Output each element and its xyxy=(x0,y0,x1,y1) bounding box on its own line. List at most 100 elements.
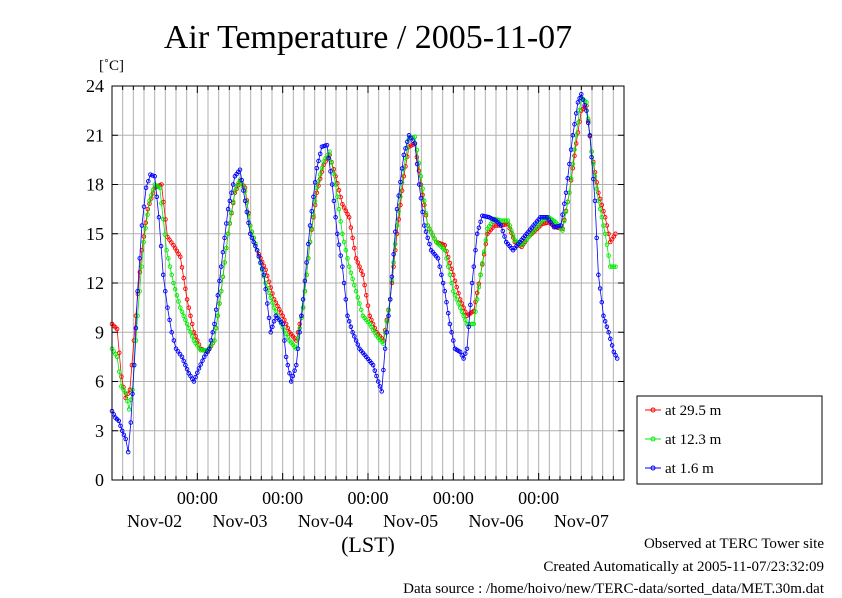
data-point xyxy=(123,395,128,401)
data-point xyxy=(147,198,152,204)
data-point xyxy=(189,334,195,339)
series-line xyxy=(111,93,618,453)
data-point xyxy=(401,174,407,179)
data-point xyxy=(602,319,608,324)
data-point xyxy=(560,228,565,233)
data-point xyxy=(331,171,336,176)
data-point xyxy=(457,349,463,355)
data-point xyxy=(393,229,398,234)
y-tick-label: 12 xyxy=(86,273,104,293)
data-point xyxy=(154,194,160,200)
data-point xyxy=(159,201,164,206)
data-point xyxy=(263,280,268,286)
data-point xyxy=(254,247,260,253)
data-point xyxy=(295,346,301,351)
data-point xyxy=(133,325,139,331)
data-point xyxy=(217,301,222,306)
data-point xyxy=(476,284,482,290)
axis-ticks xyxy=(112,85,624,481)
data-point xyxy=(329,160,334,165)
data-point xyxy=(317,151,323,157)
data-point xyxy=(263,286,268,292)
data-point xyxy=(599,299,605,305)
data-point xyxy=(222,260,227,265)
data-point xyxy=(340,201,345,207)
data-point xyxy=(604,242,610,247)
data-point xyxy=(449,266,454,272)
data-point xyxy=(358,268,364,273)
data-point xyxy=(422,223,427,228)
data-point xyxy=(171,280,176,286)
data-point xyxy=(418,174,424,179)
data-point xyxy=(454,284,459,290)
data-point xyxy=(217,278,222,284)
data-point xyxy=(471,264,477,269)
data-point xyxy=(213,307,219,312)
data-point xyxy=(282,338,287,343)
data-point xyxy=(166,256,171,261)
data-point xyxy=(268,295,273,301)
data-point xyxy=(444,299,449,305)
data-point xyxy=(382,346,388,351)
data-point xyxy=(387,297,393,302)
y-axis-unit-label: [˚C] xyxy=(99,58,124,74)
data-point xyxy=(189,321,195,327)
data-point xyxy=(131,362,137,368)
data-point xyxy=(183,362,188,368)
data-point xyxy=(604,324,610,330)
data-point xyxy=(591,176,596,182)
data-point xyxy=(158,243,164,249)
data-point xyxy=(283,354,289,360)
data-point xyxy=(375,379,381,384)
data-point xyxy=(464,346,470,351)
data-point xyxy=(152,174,157,179)
data-point xyxy=(442,247,448,253)
data-point xyxy=(270,324,275,330)
footer-site-note: Observed at TERC Tower site xyxy=(643,536,824,552)
data-point xyxy=(343,297,349,302)
data-point xyxy=(119,384,124,389)
data-point xyxy=(297,330,302,335)
data-point xyxy=(592,198,598,204)
data-point xyxy=(117,369,122,374)
data-point xyxy=(191,379,197,384)
data-point xyxy=(179,309,185,314)
data-point xyxy=(259,266,265,271)
data-point xyxy=(403,146,408,151)
data-point xyxy=(139,264,144,269)
data-point xyxy=(280,313,285,319)
data-point xyxy=(157,185,163,191)
data-point xyxy=(230,182,236,187)
data-point xyxy=(143,226,148,231)
data-point xyxy=(114,326,120,332)
data-point xyxy=(345,313,350,319)
data-point xyxy=(249,235,255,241)
data-point xyxy=(338,219,343,224)
data-point xyxy=(232,188,238,194)
data-point xyxy=(439,272,444,278)
data-point xyxy=(179,354,185,360)
y-tick-label: 3 xyxy=(95,421,104,441)
data-point xyxy=(345,256,350,261)
data-point xyxy=(580,97,586,102)
data-point xyxy=(444,256,449,261)
data-point xyxy=(341,205,347,210)
data-point xyxy=(215,313,221,319)
data-point xyxy=(391,260,396,265)
data-point xyxy=(596,190,601,195)
data-point xyxy=(336,242,342,247)
data-point xyxy=(335,231,340,237)
data-point xyxy=(423,229,429,234)
y-tick-label: 9 xyxy=(95,322,104,342)
data-point xyxy=(608,336,613,342)
data-point xyxy=(379,389,384,394)
data-point xyxy=(461,356,466,361)
data-point xyxy=(271,297,277,302)
data-point xyxy=(394,223,400,228)
data-point xyxy=(613,264,618,269)
data-point xyxy=(309,208,314,214)
x-date-label: Nov-06 xyxy=(469,511,524,531)
data-point xyxy=(300,305,306,310)
data-point xyxy=(341,280,347,286)
data-point xyxy=(271,319,277,324)
